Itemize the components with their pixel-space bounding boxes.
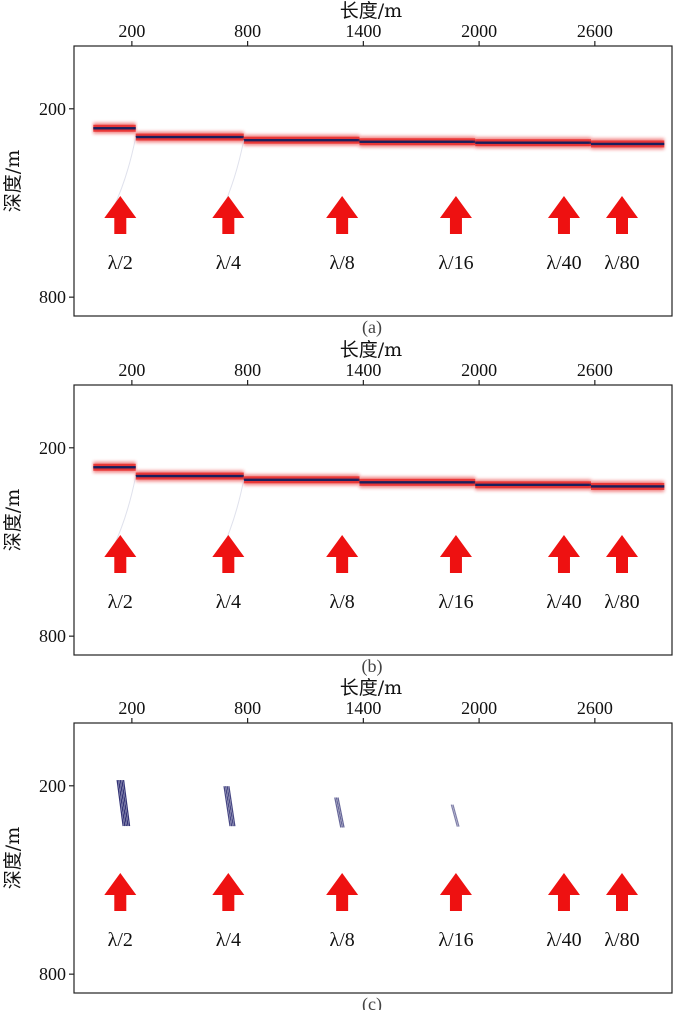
lambda-label: λ/2 — [108, 929, 133, 951]
arrow-marker — [104, 196, 137, 234]
panel-caption: (c) — [362, 994, 382, 1010]
lambda-label: λ/40 — [546, 252, 581, 274]
arrow-marker — [212, 196, 245, 234]
lambda-label: λ/8 — [330, 591, 355, 613]
reflector-segment — [475, 479, 591, 491]
arrow-marker — [547, 196, 580, 234]
lambda-label: λ/8 — [330, 929, 355, 951]
arrow-marker — [326, 196, 359, 234]
diffraction-tail — [113, 475, 137, 547]
lambda-label: λ/2 — [108, 252, 133, 274]
lambda-label: λ/4 — [216, 929, 241, 951]
x-axis-title: 长度/m — [340, 339, 402, 361]
plot-frame — [73, 722, 673, 994]
panel-3: 长度/m 200 800 1400 2000 2600 深度/m 200 800 λ/2 λ/4 λ/… — [2, 677, 673, 1010]
x-tick-label: 2000 — [461, 21, 497, 41]
reflector-segment — [93, 461, 136, 473]
y-axis-title: 深度/m — [2, 150, 24, 212]
x-tick-label: 2600 — [577, 698, 613, 718]
panel-caption: (b) — [362, 656, 383, 677]
arrow-marker — [326, 535, 359, 573]
panel-1: 长度/m 200 800 1400 2000 2600 深度/m 200 800 λ/2 λ/4 λ/… — [2, 0, 673, 338]
x-axis-title: 长度/m — [340, 677, 402, 699]
reflector-segment — [135, 470, 244, 482]
x-tick-label: 2600 — [577, 360, 613, 380]
arrow-marker — [439, 873, 472, 911]
reflector-segment — [359, 476, 476, 488]
panel-2: 长度/m 200 800 1400 2000 2600 深度/m 200 800 λ/2 λ/4 λ/… — [2, 339, 673, 677]
arrow-marker — [439, 535, 472, 573]
arrow-marker — [212, 873, 245, 911]
arrow-marker — [104, 873, 137, 911]
y-tick-label: 800 — [39, 964, 66, 984]
lambda-label: λ/80 — [604, 591, 639, 613]
x-tick-label: 2000 — [461, 698, 497, 718]
x-tick-label: 2600 — [577, 21, 613, 41]
lambda-label: λ/80 — [604, 929, 639, 951]
reflector-segment — [590, 480, 665, 492]
x-tick-label: 1400 — [345, 21, 381, 41]
arrow-marker — [104, 535, 137, 573]
lambda-label: λ/4 — [216, 252, 241, 274]
reflector-segment — [243, 134, 360, 146]
x-tick-label: 200 — [118, 360, 145, 380]
y-tick-label: 800 — [39, 626, 66, 646]
arrow-marker — [606, 873, 638, 911]
x-tick-label: 1400 — [345, 698, 381, 718]
y-tick-label: 200 — [39, 438, 66, 458]
reflector-segment — [359, 136, 476, 148]
lambda-label: λ/40 — [546, 929, 581, 951]
diffraction-tail — [113, 136, 137, 208]
x-tick-label: 2000 — [461, 360, 497, 380]
y-tick-label: 200 — [39, 99, 66, 119]
reflector-segment — [243, 474, 360, 486]
diffraction-mark — [450, 804, 460, 827]
plot-frame — [73, 45, 673, 317]
arrow-marker — [547, 873, 580, 911]
lambda-label: λ/4 — [216, 591, 241, 613]
lambda-label: λ/16 — [438, 929, 473, 951]
reflector-segment — [93, 122, 136, 134]
arrow-marker — [606, 535, 638, 573]
arrow-marker — [326, 873, 359, 911]
plot-frame — [73, 384, 673, 656]
lambda-label: λ/8 — [330, 252, 355, 274]
x-tick-label: 800 — [234, 21, 261, 41]
panel-caption: (a) — [362, 317, 382, 338]
y-axis-title: 深度/m — [2, 489, 24, 551]
x-tick-label: 200 — [118, 698, 145, 718]
lambda-label: λ/80 — [604, 252, 639, 274]
diffraction-mark — [116, 779, 131, 827]
y-tick-label: 200 — [39, 776, 66, 796]
lambda-label: λ/2 — [108, 591, 133, 613]
y-tick-label: 800 — [39, 287, 66, 307]
x-tick-label: 800 — [234, 698, 261, 718]
lambda-label: λ/16 — [438, 591, 473, 613]
y-axis-title: 深度/m — [2, 827, 24, 889]
lambda-label: λ/16 — [438, 252, 473, 274]
diffraction-mark — [223, 786, 236, 827]
x-tick-label: 1400 — [345, 360, 381, 380]
arrow-marker — [439, 196, 472, 234]
x-tick-label: 800 — [234, 360, 261, 380]
reflector-segment — [135, 131, 244, 143]
lambda-label: λ/40 — [546, 591, 581, 613]
arrow-marker — [547, 535, 580, 573]
arrow-marker — [606, 196, 638, 234]
x-axis-title: 长度/m — [340, 0, 402, 22]
arrow-marker — [212, 535, 245, 573]
reflector-segment — [590, 138, 665, 150]
x-tick-label: 200 — [118, 21, 145, 41]
reflector-segment — [475, 137, 591, 149]
diffraction-mark — [334, 797, 345, 828]
